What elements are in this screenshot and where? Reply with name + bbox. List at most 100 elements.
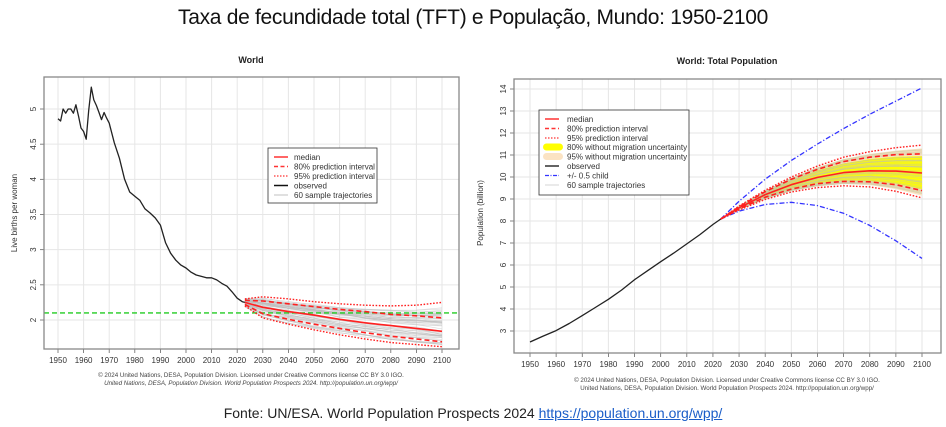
legend-label: 60 sample trajectories [567, 181, 645, 190]
y-tick-label: 4.5 [29, 138, 38, 150]
sample-trajectory [720, 175, 923, 220]
y-tick-label: 2 [29, 317, 38, 322]
y-tick-label: 10 [499, 172, 508, 181]
y-tick-label: 4 [29, 177, 38, 182]
sample-trajectory [244, 302, 443, 338]
x-tick-label: 2050 [305, 356, 323, 365]
tfr-legend: median 80% prediction interval 95% predi… [267, 147, 378, 204]
sample-trajectory [720, 160, 922, 220]
sample-trajectory [720, 159, 923, 220]
population-chart-title: World: Total Population [677, 56, 778, 66]
sample-trajectory [720, 179, 923, 220]
y-tick-label: 7 [499, 240, 508, 245]
y-tick-label: 6 [499, 262, 508, 267]
tfr-chart: World 2 2.5 3 3.5 4 4.5 5 1950 1960 1970 1980 1990… [10, 55, 460, 387]
series-80-prediction-interval-upper [720, 153, 923, 220]
x-tick-label: 2090 [887, 360, 905, 369]
sample-trajectory [720, 158, 923, 220]
y-tick-label: 2.5 [29, 279, 38, 291]
x-tick-label: 2070 [835, 360, 853, 369]
tfr-y-ticks: 2 2.5 3 3.5 4 4.5 5 [29, 106, 44, 322]
y-tick-label: 3 [29, 247, 38, 252]
sample-trajectory [720, 180, 923, 220]
sample-trajectory [244, 297, 443, 313]
y-tick-label: 13 [499, 106, 508, 115]
series-observed [529, 218, 722, 343]
sample-trajectory [244, 302, 443, 336]
legend-label: 80% prediction interval [294, 163, 375, 172]
series-observed [57, 86, 246, 304]
x-tick-label: 2030 [254, 356, 272, 365]
legend-label: median [567, 115, 593, 124]
sample-trajectory [720, 160, 923, 220]
y-tick-label: 4 [499, 306, 508, 311]
sample-trajectory [720, 176, 923, 220]
legend-label: 80% prediction interval [567, 125, 648, 134]
x-tick-label: 2090 [408, 356, 426, 365]
x-tick-label: 1950 [49, 356, 67, 365]
source-link[interactable]: https://population.un.org/wpp/ [538, 405, 723, 421]
x-tick-label: 2040 [756, 360, 774, 369]
legend-label: median [294, 153, 320, 162]
tfr-plot-frame [43, 76, 460, 350]
sample-trajectory [244, 300, 443, 326]
x-tick-label: 2010 [678, 360, 696, 369]
sample-trajectory [720, 176, 923, 220]
x-tick-label: 2100 [913, 360, 931, 369]
population-y-ticks: 3 4 5 6 7 8 9 10 11 12 13 14 [499, 84, 514, 333]
tfr-y-axis-label: Live births per woman [10, 174, 19, 252]
tfr-x-ticks: 1950 1960 1970 1980 1990 2000 2010 2020 2030 2040… [49, 349, 451, 365]
tfr-sample-trajectories [244, 297, 443, 345]
sample-trajectory [720, 179, 923, 220]
y-tick-label: 14 [499, 84, 508, 93]
x-tick-label: 1960 [75, 356, 93, 365]
series-95-prediction-interval-upper [244, 296, 443, 307]
x-tick-label: 1980 [126, 356, 144, 365]
band-80-without-migration-uncertainty [720, 156, 922, 220]
tfr-chart-title: World [238, 55, 263, 65]
population-chart: World: Total Population 3 4 5 6 7 8 9 10 11 12 13 1… [476, 56, 942, 392]
series-95-prediction-interval-lower [720, 185, 923, 220]
x-tick-label: 2020 [704, 360, 722, 369]
y-tick-label: 11 [499, 150, 508, 159]
tfr-credit-line-2: United Nations, DESA, Population Divisio… [104, 380, 399, 387]
legend-label: 80% without migration uncertainty [567, 143, 687, 152]
series-0-5-child [720, 87, 923, 220]
sample-trajectory [720, 160, 922, 220]
sample-trajectory [244, 298, 443, 316]
x-tick-label: 2030 [730, 360, 748, 369]
x-tick-label: 2000 [177, 356, 195, 365]
series-95-prediction-interval-upper [720, 144, 923, 220]
legend-swatch-80-no-migration [543, 143, 563, 151]
x-tick-label: 1960 [547, 360, 565, 369]
sample-trajectory [720, 157, 923, 220]
sample-trajectory [720, 180, 923, 220]
x-tick-label: 2080 [861, 360, 879, 369]
population-credit-line-1: © 2024 United Nations, DESA, Population … [574, 377, 880, 384]
tfr-series [57, 86, 443, 348]
series-80-prediction-interval-upper [244, 299, 443, 319]
source-footer: Fonte: UN/ESA. World Population Prospect… [0, 405, 946, 421]
x-tick-label: 2060 [331, 356, 349, 365]
sample-trajectory [720, 160, 922, 220]
source-text: Fonte: UN/ESA. World Population Prospect… [223, 405, 539, 421]
legend-label: 95% prediction interval [567, 134, 648, 143]
sample-trajectory [720, 156, 923, 220]
population-credit-line-2: United Nations, DESA, Population Divisio… [580, 385, 874, 392]
y-tick-label: 12 [499, 128, 508, 137]
sample-trajectory [720, 175, 923, 220]
population-plot-frame [513, 78, 942, 354]
x-tick-label: 1950 [521, 360, 539, 369]
sample-trajectory [720, 177, 923, 220]
x-tick-label: 2020 [228, 356, 246, 365]
x-tick-label: 1990 [152, 356, 170, 365]
series-median [720, 170, 923, 220]
sample-trajectory [720, 156, 923, 220]
legend-label: 60 sample trajectories [294, 191, 372, 200]
sample-trajectory [720, 180, 923, 220]
sample-trajectory [720, 181, 923, 220]
legend-label: +/- 0.5 child [567, 172, 609, 181]
x-tick-label: 2000 [652, 360, 670, 369]
population-series [529, 87, 923, 343]
sample-trajectory [720, 181, 923, 220]
